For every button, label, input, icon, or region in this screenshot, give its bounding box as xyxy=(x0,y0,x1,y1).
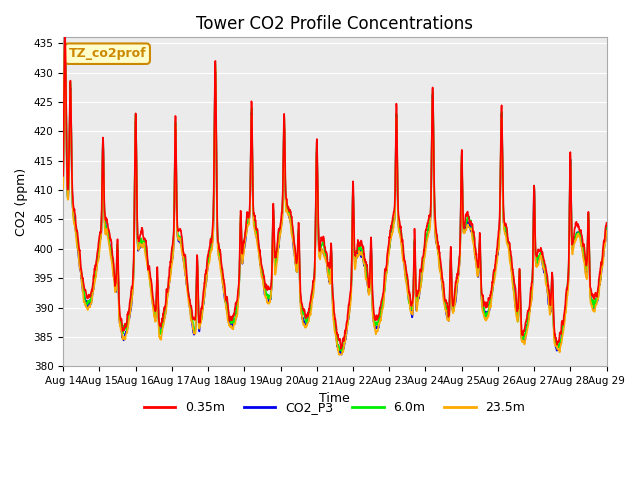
6.0m xyxy=(61,37,68,43)
0.35m xyxy=(570,231,578,237)
23.5m xyxy=(351,266,358,272)
CO2_P3 xyxy=(603,226,611,232)
CO2_P3 xyxy=(493,253,501,259)
CO2_P3 xyxy=(60,185,67,191)
23.5m xyxy=(493,259,501,265)
6.0m xyxy=(363,273,371,278)
0.35m xyxy=(351,252,358,257)
0.35m xyxy=(363,263,371,268)
Y-axis label: CO2 (ppm): CO2 (ppm) xyxy=(15,168,28,236)
0.35m xyxy=(61,35,68,40)
0.35m xyxy=(60,173,67,179)
CO2_P3 xyxy=(555,346,563,352)
CO2_P3 xyxy=(351,261,358,267)
0.35m xyxy=(493,245,501,251)
X-axis label: Time: Time xyxy=(319,392,350,405)
23.5m xyxy=(363,276,371,281)
CO2_P3 xyxy=(61,42,68,48)
CO2_P3 xyxy=(363,276,371,281)
23.5m xyxy=(61,43,69,48)
Legend: 0.35m, CO2_P3, 6.0m, 23.5m: 0.35m, CO2_P3, 6.0m, 23.5m xyxy=(140,396,531,420)
Line: 0.35m: 0.35m xyxy=(63,37,607,349)
6.0m xyxy=(338,349,346,355)
23.5m xyxy=(211,78,219,84)
23.5m xyxy=(335,352,342,358)
6.0m xyxy=(555,345,563,350)
6.0m xyxy=(493,252,501,257)
CO2_P3 xyxy=(337,352,345,358)
6.0m xyxy=(603,224,611,229)
0.35m xyxy=(337,346,345,352)
Title: Tower CO2 Profile Concentrations: Tower CO2 Profile Concentrations xyxy=(196,15,474,33)
CO2_P3 xyxy=(570,235,578,241)
0.35m xyxy=(211,72,219,78)
Text: TZ_co2prof: TZ_co2prof xyxy=(68,47,146,60)
6.0m xyxy=(211,74,219,80)
Line: 23.5m: 23.5m xyxy=(63,46,607,355)
0.35m xyxy=(603,220,611,226)
23.5m xyxy=(603,228,611,234)
CO2_P3 xyxy=(211,83,219,88)
6.0m xyxy=(351,259,358,264)
Line: CO2_P3: CO2_P3 xyxy=(63,45,607,355)
6.0m xyxy=(60,177,67,182)
6.0m xyxy=(570,237,578,242)
23.5m xyxy=(60,186,67,192)
0.35m xyxy=(555,338,563,344)
23.5m xyxy=(555,348,563,353)
23.5m xyxy=(570,241,578,247)
Line: 6.0m: 6.0m xyxy=(63,40,607,352)
